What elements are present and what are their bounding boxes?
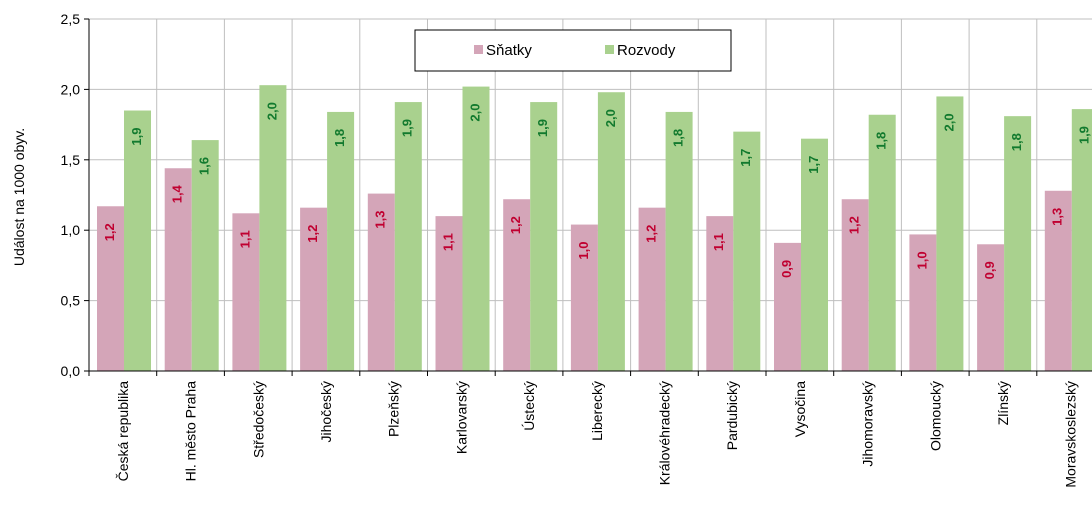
category-label: Plzeňský — [386, 381, 402, 437]
bar-rozvody — [530, 102, 558, 372]
data-label: 1,2 — [644, 225, 659, 243]
bar-rozvody — [597, 92, 625, 371]
bar-rozvody — [868, 114, 896, 371]
data-label: 1,8 — [671, 129, 686, 147]
bar-sňatky — [300, 207, 328, 371]
axes — [84, 18, 1092, 376]
category-label: Pardubický — [724, 381, 740, 450]
bar-rozvody — [327, 111, 355, 371]
bar-rozvody — [733, 131, 761, 371]
data-label: 1,1 — [237, 230, 252, 248]
legend-label: Rozvody — [617, 42, 676, 59]
data-label: 1,3 — [1050, 208, 1065, 226]
data-label: 1,3 — [373, 211, 388, 229]
data-label: 1,9 — [1077, 126, 1092, 144]
data-label: 1,9 — [129, 127, 144, 145]
legend: Sňatky Rozvody — [414, 29, 732, 72]
bars — [97, 85, 1092, 372]
bar-rozvody — [801, 138, 828, 371]
bar-sňatky — [977, 244, 1005, 371]
bar-sňatky — [232, 213, 260, 371]
data-label: 1,2 — [305, 225, 320, 243]
y-tick-label: 2,5 — [61, 11, 81, 27]
data-label: 1,8 — [332, 129, 347, 147]
y-axis-title: Událost na 1000 obyv. — [11, 128, 27, 266]
data-label: 1,4 — [170, 184, 185, 203]
y-tick-label: 0,0 — [61, 363, 81, 379]
bar-sňatky — [774, 242, 801, 371]
category-label: Karlovarský — [453, 381, 469, 454]
gridlines — [89, 18, 1092, 372]
data-label: 0,9 — [982, 261, 997, 279]
data-label: 1,6 — [197, 157, 212, 175]
category-label: Ústecký — [521, 381, 537, 431]
data-label: 1,1 — [440, 233, 455, 251]
bar-sňatky — [638, 207, 666, 371]
bar-sňatky — [841, 199, 869, 371]
category-label: Česká republika — [115, 381, 131, 482]
category-label: Olomoucký — [927, 381, 943, 451]
legend-swatch — [605, 45, 614, 54]
bar-rozvody — [259, 85, 287, 372]
category-label: Královéhradecký — [656, 381, 672, 485]
bar-rozvody — [124, 110, 151, 372]
data-labels: 1,2 1,4 1,1 1,2 1,3 1,1 1,2 1,0 1,2 1,1 0,9 1,2 1,0 0… — [102, 102, 1092, 279]
legend-swatch — [474, 45, 483, 54]
data-label: 1,0 — [576, 242, 591, 260]
bar-sňatky — [164, 168, 192, 371]
category-label: Středočeský — [250, 381, 266, 458]
data-label: 1,0 — [914, 251, 929, 269]
data-label: 1,2 — [508, 216, 523, 234]
y-tick-label: 0,5 — [61, 293, 81, 309]
data-label: 2,0 — [264, 102, 279, 120]
bar-rozvody — [191, 140, 219, 371]
bar-rozvody — [1071, 109, 1092, 371]
bar-sňatky — [706, 216, 734, 371]
data-label: 1,7 — [738, 149, 753, 167]
bar-rozvody — [394, 102, 422, 372]
data-label: 1,8 — [874, 132, 889, 150]
data-label: 1,8 — [1009, 133, 1024, 151]
bar-rozvody — [462, 86, 490, 372]
y-tick-labels: 0,0 0,5 1,0 1,5 2,0 2,5 — [61, 11, 81, 379]
data-label: 1,7 — [806, 156, 821, 174]
category-label: Hl. město Praha — [183, 381, 199, 482]
y-tick-label: 1,5 — [61, 152, 81, 168]
bar-sňatky — [367, 193, 395, 371]
category-label: Liberecký — [589, 381, 605, 441]
data-label: 1,2 — [847, 216, 862, 234]
bar-sňatky — [503, 199, 531, 371]
bar-rozvody — [1004, 116, 1032, 371]
data-label: 1,1 — [711, 233, 726, 251]
bar-sňatky — [435, 216, 463, 371]
legend-label: Sňatky — [486, 42, 532, 59]
legend-box — [414, 29, 732, 72]
bar-sňatky — [570, 224, 598, 371]
category-label: Jihočeský — [318, 381, 334, 442]
data-label: 2,0 — [603, 109, 618, 127]
data-label: 0,9 — [779, 260, 794, 278]
data-label: 2,0 — [941, 113, 956, 131]
bar-rozvody — [665, 111, 693, 371]
data-label: 2,0 — [467, 104, 482, 122]
bar-sňatky — [1044, 190, 1072, 371]
category-label: Jihomoravský — [860, 381, 876, 467]
bar-sňatky — [97, 206, 124, 371]
data-label: 1,2 — [102, 223, 117, 241]
bar-rozvody — [936, 96, 964, 371]
category-label: Zlínský — [995, 381, 1011, 425]
y-tick-label: 2,0 — [61, 81, 81, 97]
data-label: 1,9 — [400, 119, 415, 137]
category-label: Vysočina — [792, 381, 808, 438]
bar-sňatky — [909, 234, 937, 371]
y-tick-label: 1,0 — [61, 222, 81, 238]
data-label: 1,9 — [535, 119, 550, 137]
category-label: Moravskoslezský — [1063, 381, 1079, 488]
category-labels: Česká republika Hl. město Praha Středočesk… — [115, 381, 1079, 488]
